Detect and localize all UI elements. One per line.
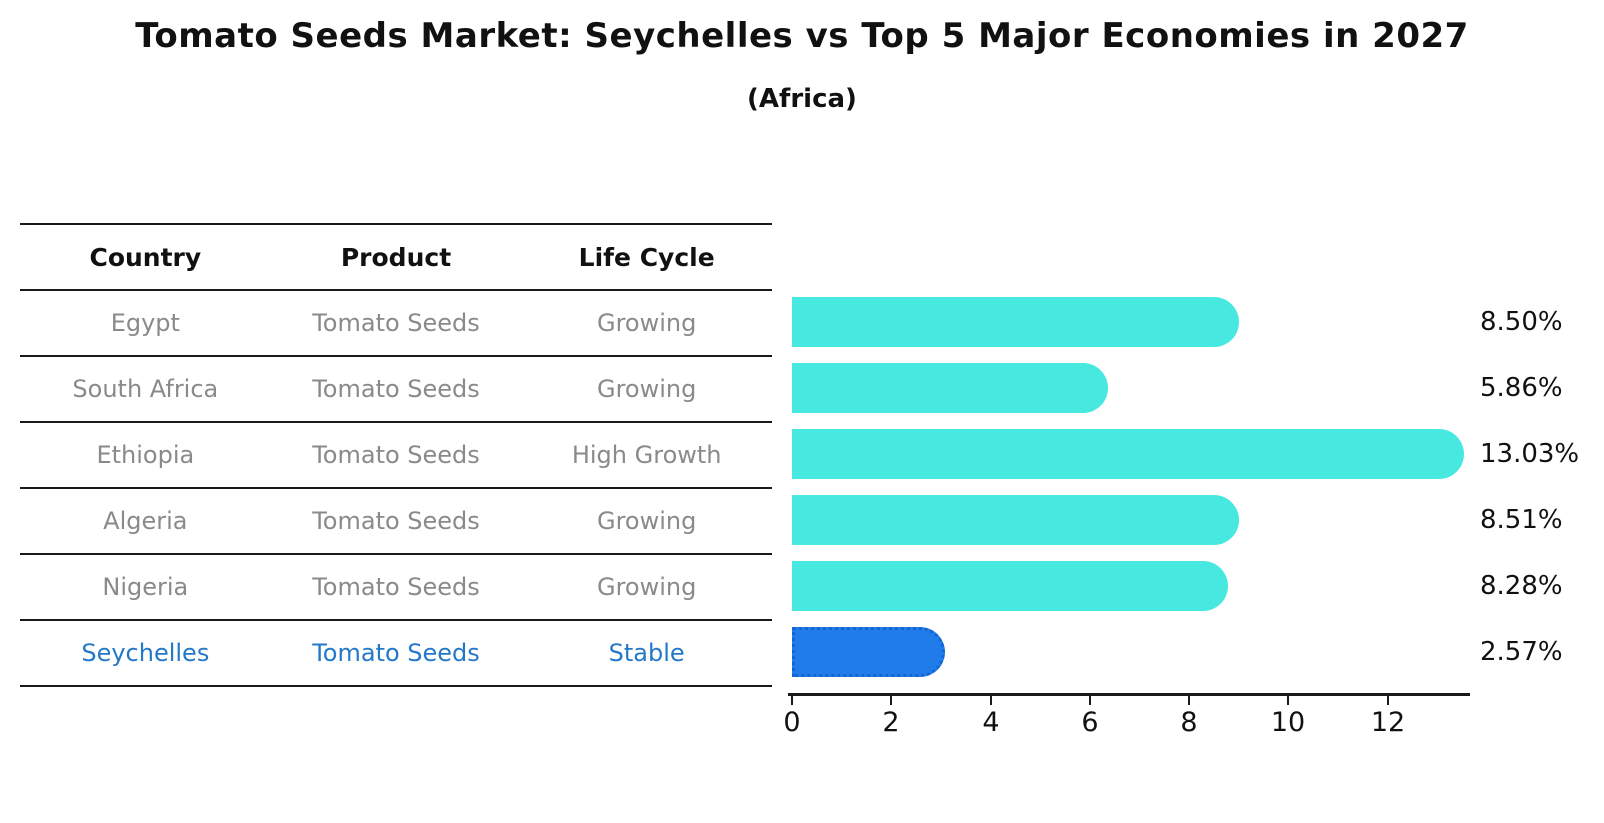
value-label-algeria: 8.51%	[1480, 505, 1563, 535]
x-tick-mark	[1089, 696, 1091, 705]
table-row-south-africa: South Africa Tomato Seeds Growing	[20, 357, 772, 423]
value-label-nigeria: 8.28%	[1480, 571, 1563, 601]
x-tick-label: 2	[882, 707, 900, 738]
x-tick-label: 10	[1270, 707, 1306, 738]
header-product: Product	[340, 242, 452, 272]
table-header-row: Country Product Life Cycle	[20, 225, 772, 291]
header-life-cycle: Life Cycle	[578, 242, 715, 272]
table-row-egypt: Egypt Tomato Seeds Growing	[20, 291, 772, 357]
cell-life-cycle: Growing	[596, 507, 697, 535]
cell-country: Algeria	[103, 507, 188, 535]
x-tick-mark	[890, 696, 892, 705]
x-tick-label: 8	[1180, 707, 1198, 738]
value-label-ethiopia: 13.03%	[1480, 439, 1580, 469]
value-label-south-africa: 5.86%	[1480, 373, 1563, 403]
cell-life-cycle: Growing	[596, 375, 697, 403]
country-table: Country Product Life Cycle Egypt Tomato …	[20, 223, 772, 687]
cell-life-cycle: High Growth	[571, 441, 722, 469]
header-country: Country	[89, 242, 202, 272]
x-axis-line	[788, 693, 1470, 696]
table-row-nigeria: Nigeria Tomato Seeds Growing	[20, 555, 772, 621]
cell-country: South Africa	[72, 375, 219, 403]
x-tick-mark	[990, 696, 992, 705]
bar-ethiopia	[792, 429, 1464, 479]
x-tick-label: 12	[1370, 707, 1406, 738]
value-label-seychelles: 2.57%	[1480, 637, 1563, 667]
cell-product: Tomato Seeds	[312, 507, 480, 535]
cell-life-cycle: Stable	[608, 639, 685, 667]
table-row-seychelles: Seychelles Tomato Seeds Stable	[20, 621, 772, 687]
x-tick-mark	[1287, 696, 1289, 705]
chart-subtitle: (Africa)	[747, 84, 857, 114]
x-tick-mark	[1387, 696, 1389, 705]
cell-life-cycle: Growing	[596, 573, 697, 601]
bar-seychelles	[792, 627, 945, 677]
bar-south-africa	[792, 363, 1108, 413]
cell-country: Seychelles	[81, 639, 210, 667]
x-tick-label: 4	[982, 707, 1000, 738]
x-tick-mark	[791, 696, 793, 705]
cell-life-cycle: Growing	[596, 309, 697, 337]
cell-country: Ethiopia	[96, 441, 195, 469]
cell-product: Tomato Seeds	[312, 309, 480, 337]
table-row-ethiopia: Ethiopia Tomato Seeds High Growth	[20, 423, 772, 489]
cell-product: Tomato Seeds	[312, 639, 480, 667]
cell-product: Tomato Seeds	[312, 573, 480, 601]
x-tick-label: 0	[783, 707, 801, 738]
bar-algeria	[792, 495, 1239, 545]
cell-country: Nigeria	[102, 573, 189, 601]
x-tick-mark	[1188, 696, 1190, 705]
cell-product: Tomato Seeds	[312, 375, 480, 403]
bar-nigeria	[792, 561, 1228, 611]
cell-country: Egypt	[110, 309, 180, 337]
cell-product: Tomato Seeds	[312, 441, 480, 469]
chart-title: Tomato Seeds Market: Seychelles vs Top 5…	[135, 16, 1469, 56]
value-label-egypt: 8.50%	[1480, 307, 1563, 337]
x-tick-label: 6	[1081, 707, 1099, 738]
table-row-algeria: Algeria Tomato Seeds Growing	[20, 489, 772, 555]
bar-egypt	[792, 297, 1239, 347]
